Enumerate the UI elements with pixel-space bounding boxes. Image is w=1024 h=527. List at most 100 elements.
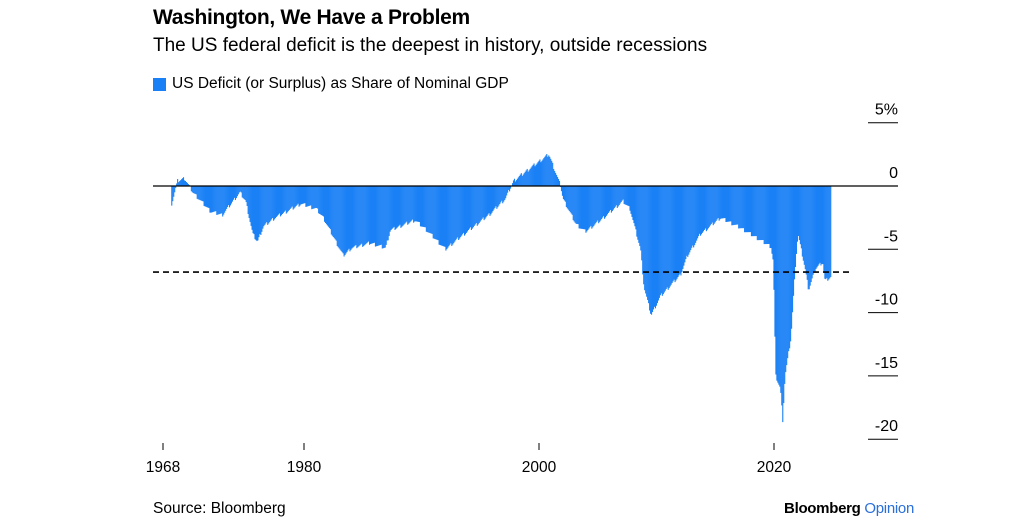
deficit-bar [625,186,627,205]
deficit-bar [545,155,547,186]
deficit-bar [277,186,280,215]
deficit-bar [703,186,705,230]
deficit-bar [208,186,210,209]
deficit-bar [307,186,309,207]
deficit-bar [552,162,554,186]
deficit-bar [353,186,355,247]
deficit-bar [600,186,602,221]
deficit-bar [231,186,234,202]
bloomberg-opinion-logo: Bloomberg Opinion [784,500,914,517]
deficit-bar [771,186,773,254]
deficit-bar [294,186,296,208]
deficit-bar [258,186,260,238]
deficit-bar [502,186,504,204]
deficit-bar [173,186,175,197]
deficit-bar [813,186,815,272]
deficit-bar [646,186,648,297]
deficit-bar [456,186,458,239]
deficit-bar [579,186,581,229]
deficit-bar [616,186,618,208]
deficit-bar [450,186,452,244]
deficit-bar [417,186,420,222]
deficit-bar [308,186,310,206]
deficit-bar [409,186,411,223]
deficit-bar [196,186,198,199]
deficit-bar [240,186,242,193]
deficit-bar [764,186,766,245]
deficit-bar [608,186,611,212]
deficit-bar [507,186,509,193]
deficit-bar [513,178,516,186]
deficit-bar [699,186,702,236]
deficit-bar [633,186,635,224]
deficit-bar [705,186,707,232]
deficit-bar [830,186,832,277]
deficit-bar [219,186,221,214]
deficit-bar [717,186,719,218]
deficit-bar [384,186,386,248]
deficit-bar [664,186,666,291]
deficit-bar [270,186,272,221]
deficit-bar [598,186,600,224]
deficit-bar [630,186,632,214]
deficit-bar [627,186,629,206]
deficit-bar [642,186,644,275]
deficit-bar [695,186,697,243]
deficit-bar [243,186,245,200]
deficit-bar [182,178,184,186]
deficit-bar [805,186,807,275]
deficit-bar [629,186,631,211]
deficit-bar [511,183,514,186]
deficit-bar [666,186,668,288]
deficit-bar [562,186,564,200]
deficit-bar [724,186,726,219]
deficit-bar [788,186,790,352]
deficit-bar [707,186,709,229]
deficit-bar [520,173,522,186]
deficit-bar [257,186,259,241]
deficit-bar [448,186,450,247]
deficit-bar [458,186,460,241]
deficit-bar [769,186,771,249]
deficit-bar [438,186,440,245]
deficit-bar [733,186,735,226]
deficit-bar [541,160,543,186]
deficit-bar [751,186,753,237]
deficit-bar [212,186,214,213]
deficit-bar [213,186,215,212]
deficit-bar [451,186,453,247]
deficit-bar [767,186,769,244]
deficit-bar [345,186,347,254]
deficit-bar [289,186,291,209]
deficit-bar [635,186,637,230]
deficit-bar [238,186,240,193]
deficit-bar [317,186,319,209]
deficit-bar [332,186,334,237]
deficit-bar [759,186,761,241]
deficit-bar [706,186,708,230]
legend-swatch [153,77,166,91]
deficit-bar [220,186,222,214]
deficit-bar [209,186,211,213]
deficit-bar [436,186,438,240]
deficit-bar [273,186,275,221]
deficit-bar [618,186,620,205]
deficit-bar [617,186,619,207]
deficit-bar [716,186,718,220]
deficit-bar [815,186,817,269]
deficit-bar [491,186,493,213]
deficit-bar [744,186,746,233]
deficit-bar [678,186,680,276]
deficit-bar [650,186,652,314]
deficit-bar [556,174,558,186]
deficit-bar [565,186,567,208]
deficit-bar [803,186,805,265]
deficit-bar [453,186,455,244]
deficit-bar [528,170,530,186]
deficit-bar [765,186,767,245]
deficit-bar [333,186,335,239]
deficit-bar [604,186,606,219]
deficit-bar [558,180,561,186]
deficit-bar [647,186,649,300]
